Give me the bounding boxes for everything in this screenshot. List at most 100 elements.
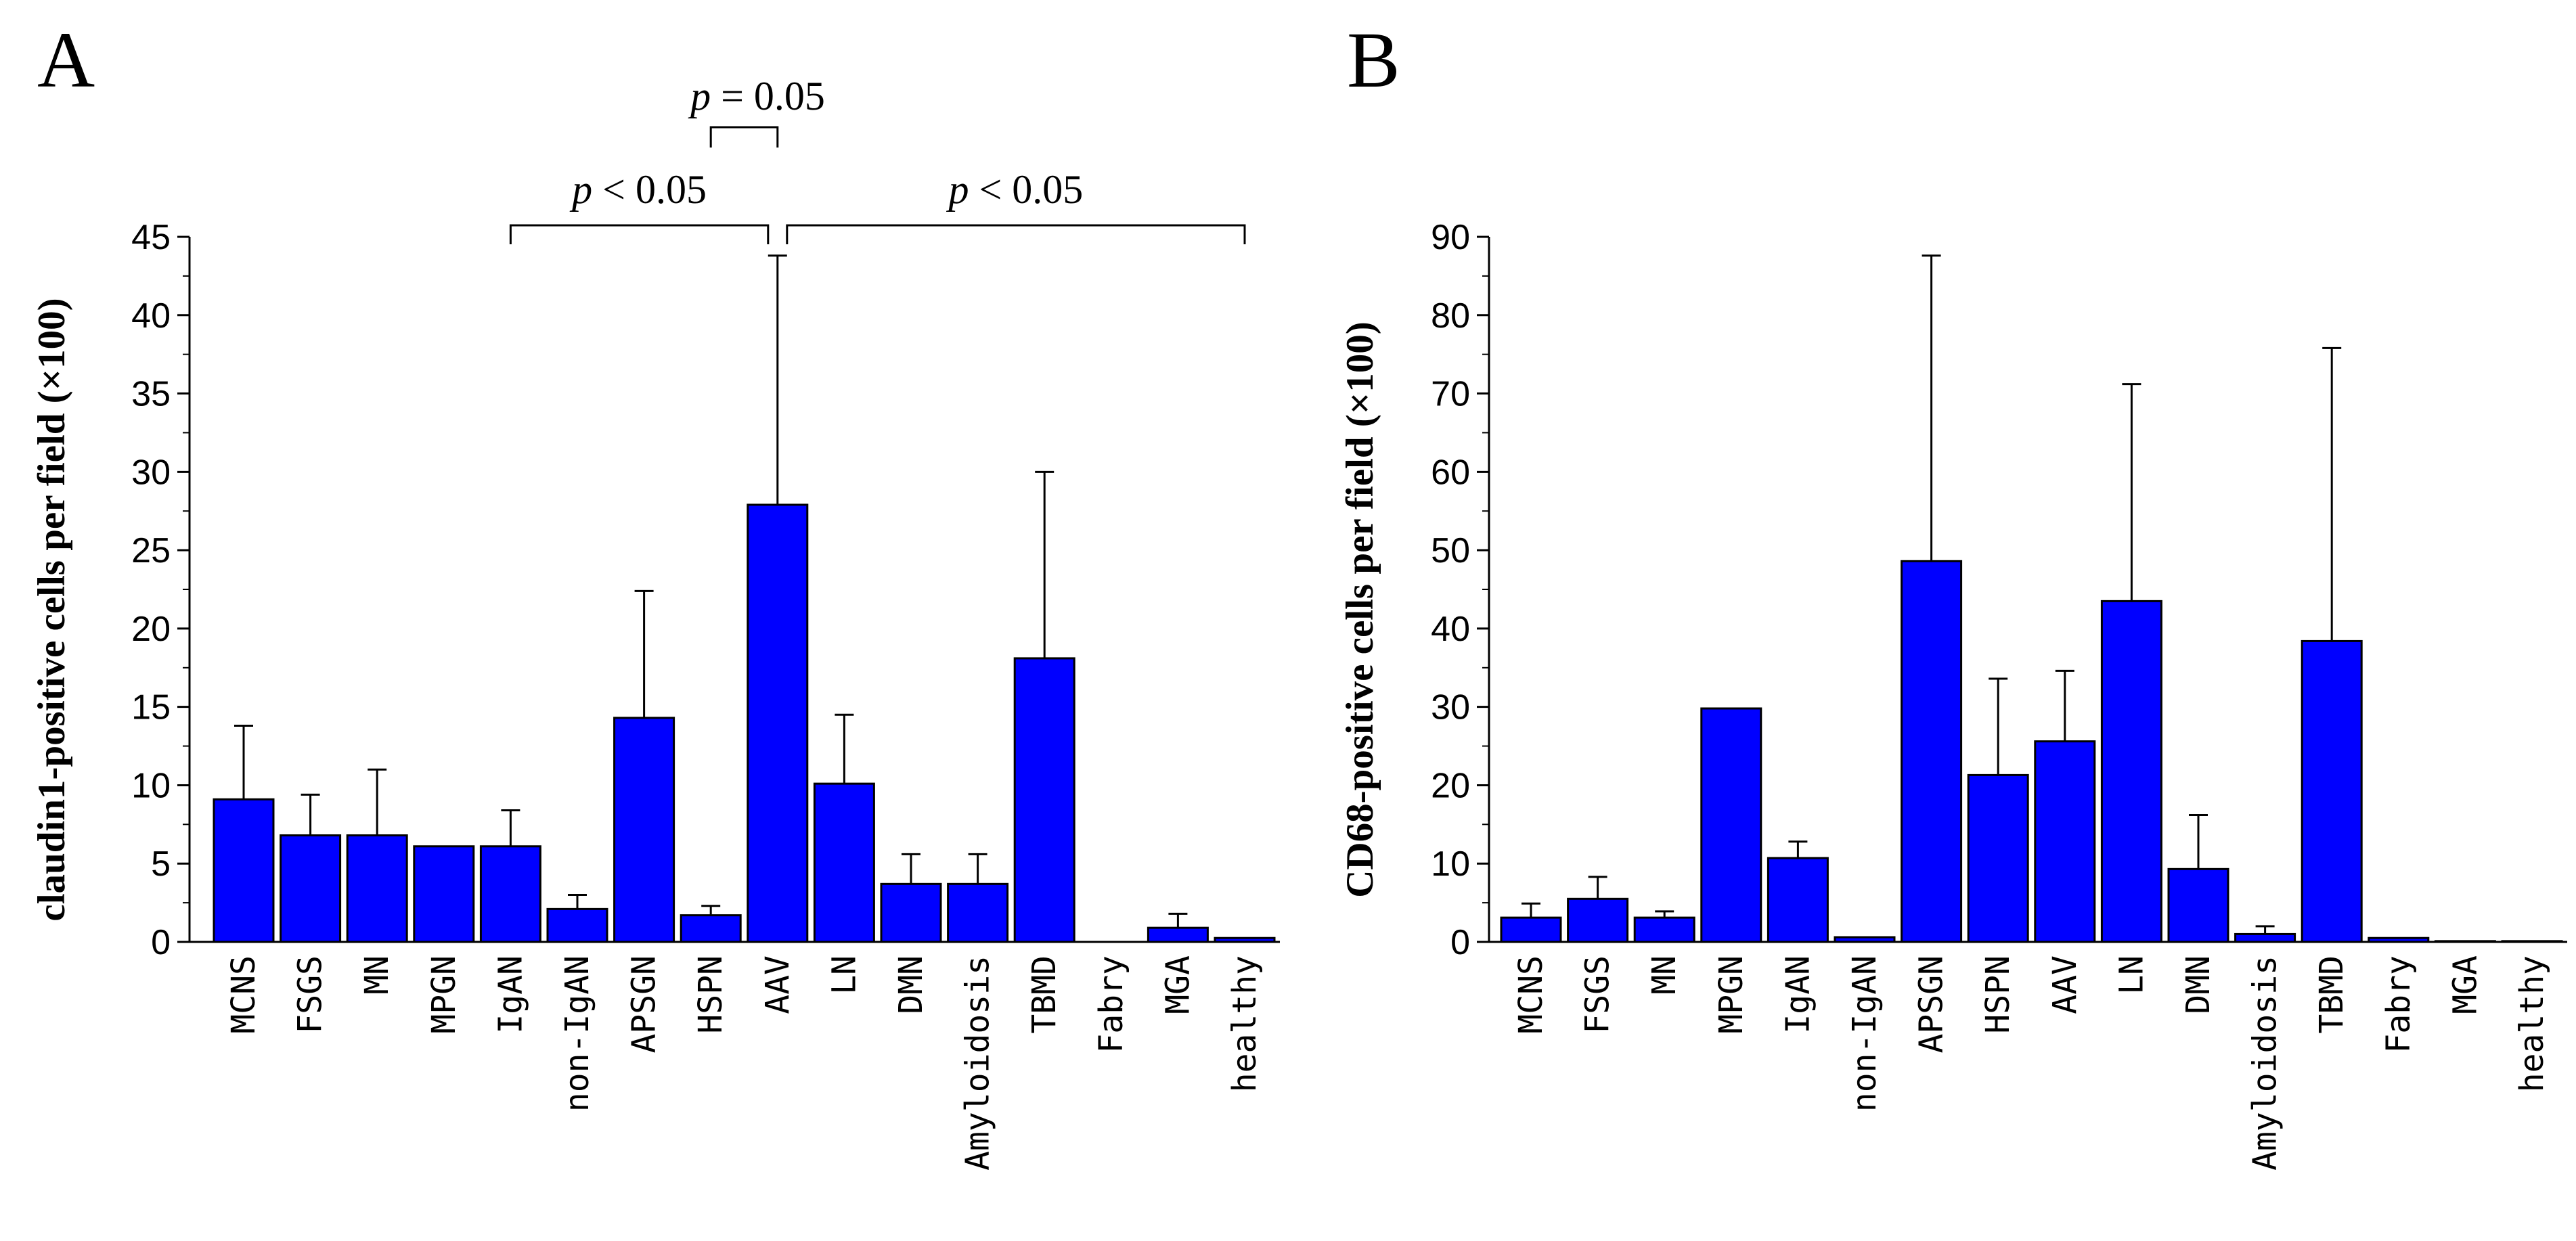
bar-healthy [2501, 940, 2563, 943]
significance-label: p = 0.05 [688, 74, 825, 118]
panel-letter-A: A [37, 16, 95, 104]
bar-aav [747, 503, 809, 943]
y-tick-label: 50 [1431, 531, 1470, 570]
x-tick-label: AAV [2046, 955, 2084, 1014]
x-tick-label: MCNS [1512, 955, 1550, 1034]
p-value: = 0.05 [711, 74, 825, 118]
x-tick-label: IgAN [491, 955, 529, 1034]
y-tick-label: 0 [151, 923, 171, 962]
y-tick-label: 20 [131, 610, 171, 649]
x-tick-label: MPGN [425, 955, 463, 1034]
x-tick-label: AAV [759, 955, 797, 1014]
significance-bracket [709, 126, 779, 148]
bar-non-igan [1834, 936, 1896, 943]
bar-hspn [680, 914, 742, 943]
bar-mn [1633, 916, 1695, 943]
x-tick-label: Fabry [2380, 955, 2418, 1054]
bar-mpgn [413, 845, 475, 943]
bar-apsgn [613, 717, 675, 943]
significance-bracket [509, 224, 770, 244]
p-symbol: p [569, 167, 592, 212]
y-tick-label: 15 [131, 688, 171, 727]
bar-dmn [2167, 867, 2229, 943]
bar-mn [346, 834, 408, 943]
x-tick-label: DMN [892, 955, 930, 1014]
bar-amyloidosis [2234, 932, 2296, 943]
x-tick-label: non-IgAN [558, 955, 596, 1112]
significance-bracket [786, 224, 1246, 244]
x-tick-label: APSGN [1913, 955, 1951, 1054]
x-tick-label: FSGS [1579, 955, 1617, 1034]
y-tick-label: 60 [1431, 453, 1470, 492]
p-symbol: p [946, 167, 969, 212]
y-tick-label: 10 [131, 766, 171, 805]
x-tick-label: IgAN [1779, 955, 1817, 1034]
x-tick-label: Amyloidosis [2246, 955, 2284, 1171]
bar-igan [1767, 857, 1829, 943]
x-tick-label: MCNS [225, 955, 263, 1034]
y-tick-label: 0 [1450, 923, 1470, 962]
y-tick-label: 10 [1431, 844, 1470, 884]
x-tick-label: MPGN [1712, 955, 1750, 1034]
y-axis-label: CD68-positive cells per field (×100) [1339, 321, 1381, 897]
y-tick-label: 20 [1431, 766, 1470, 805]
bar-fsgs [1567, 897, 1629, 943]
x-tick-label: LN [2112, 955, 2150, 995]
x-tick-label: non-IgAN [1846, 955, 1884, 1112]
bar-mga [1147, 926, 1209, 943]
bar-fabry [2368, 937, 2430, 943]
bar-mga [2434, 940, 2496, 943]
x-tick-label: MN [1645, 955, 1683, 995]
x-tick-label: MGA [2446, 955, 2484, 1014]
x-tick-label: HSPN [1979, 955, 2017, 1034]
x-tick-label: MN [358, 955, 396, 995]
y-tick-label: 30 [131, 453, 171, 492]
bar-non-igan [546, 907, 608, 943]
bar-mcns [1500, 916, 1562, 943]
y-tick-label: 30 [1431, 688, 1470, 727]
bar-tbmd [1013, 657, 1075, 943]
x-tick-label: TBMD [1025, 955, 1063, 1034]
x-tick-label: TBMD [2313, 955, 2351, 1034]
x-tick-label: healthy [2513, 955, 2551, 1092]
bar-dmn [880, 882, 942, 943]
p-value: < 0.05 [592, 167, 707, 212]
significance-label: p < 0.05 [946, 167, 1083, 212]
x-tick-label: MGA [1159, 955, 1197, 1014]
bar-fsgs [280, 834, 342, 943]
chart-panel-B: 0 10 20 30 40 50 60 70 80 90 CD68-positive cells p… [1339, 218, 2567, 1171]
y-tick-label: 25 [131, 531, 171, 570]
bar-mcns [213, 798, 275, 943]
bar-hspn [1967, 773, 2029, 943]
y-tick-label: 5 [151, 844, 171, 884]
bar-healthy [1214, 937, 1276, 943]
y-tick-label: 45 [131, 218, 171, 257]
x-tick-label: Amyloidosis [959, 955, 997, 1171]
x-tick-label: healthy [1226, 955, 1264, 1092]
chart-panel-A: 0 5 10 15 20 25 30 35 40 45 claudin1-positive cell… [30, 74, 1280, 1171]
bar-apsgn [1901, 560, 1963, 943]
y-tick-label: 90 [1431, 218, 1470, 257]
panel-letter-B: B [1347, 16, 1400, 104]
y-tick-label: 35 [131, 375, 171, 414]
significance-label: p < 0.05 [569, 167, 707, 212]
p-symbol: p [688, 74, 711, 118]
x-tick-label: APSGN [625, 955, 663, 1054]
bar-igan [479, 845, 541, 943]
x-tick-label: HSPN [692, 955, 730, 1034]
x-tick-label: FSGS [292, 955, 330, 1034]
x-tick-label: Fabry [1092, 955, 1130, 1054]
x-tick-label: LN [825, 955, 863, 995]
bar-ln [2100, 600, 2162, 943]
y-axis-label: claudin1-positive cells per field (×100) [30, 298, 73, 921]
y-tick-label: 70 [1431, 375, 1470, 414]
y-tick-label: 40 [131, 296, 171, 336]
bar-amyloidosis [947, 882, 1009, 943]
y-tick-label: 40 [1431, 610, 1470, 649]
y-tick-label: 80 [1431, 296, 1470, 336]
bar-aav [2034, 740, 2096, 943]
x-tick-label: DMN [2179, 955, 2217, 1014]
p-value: < 0.05 [969, 167, 1083, 212]
